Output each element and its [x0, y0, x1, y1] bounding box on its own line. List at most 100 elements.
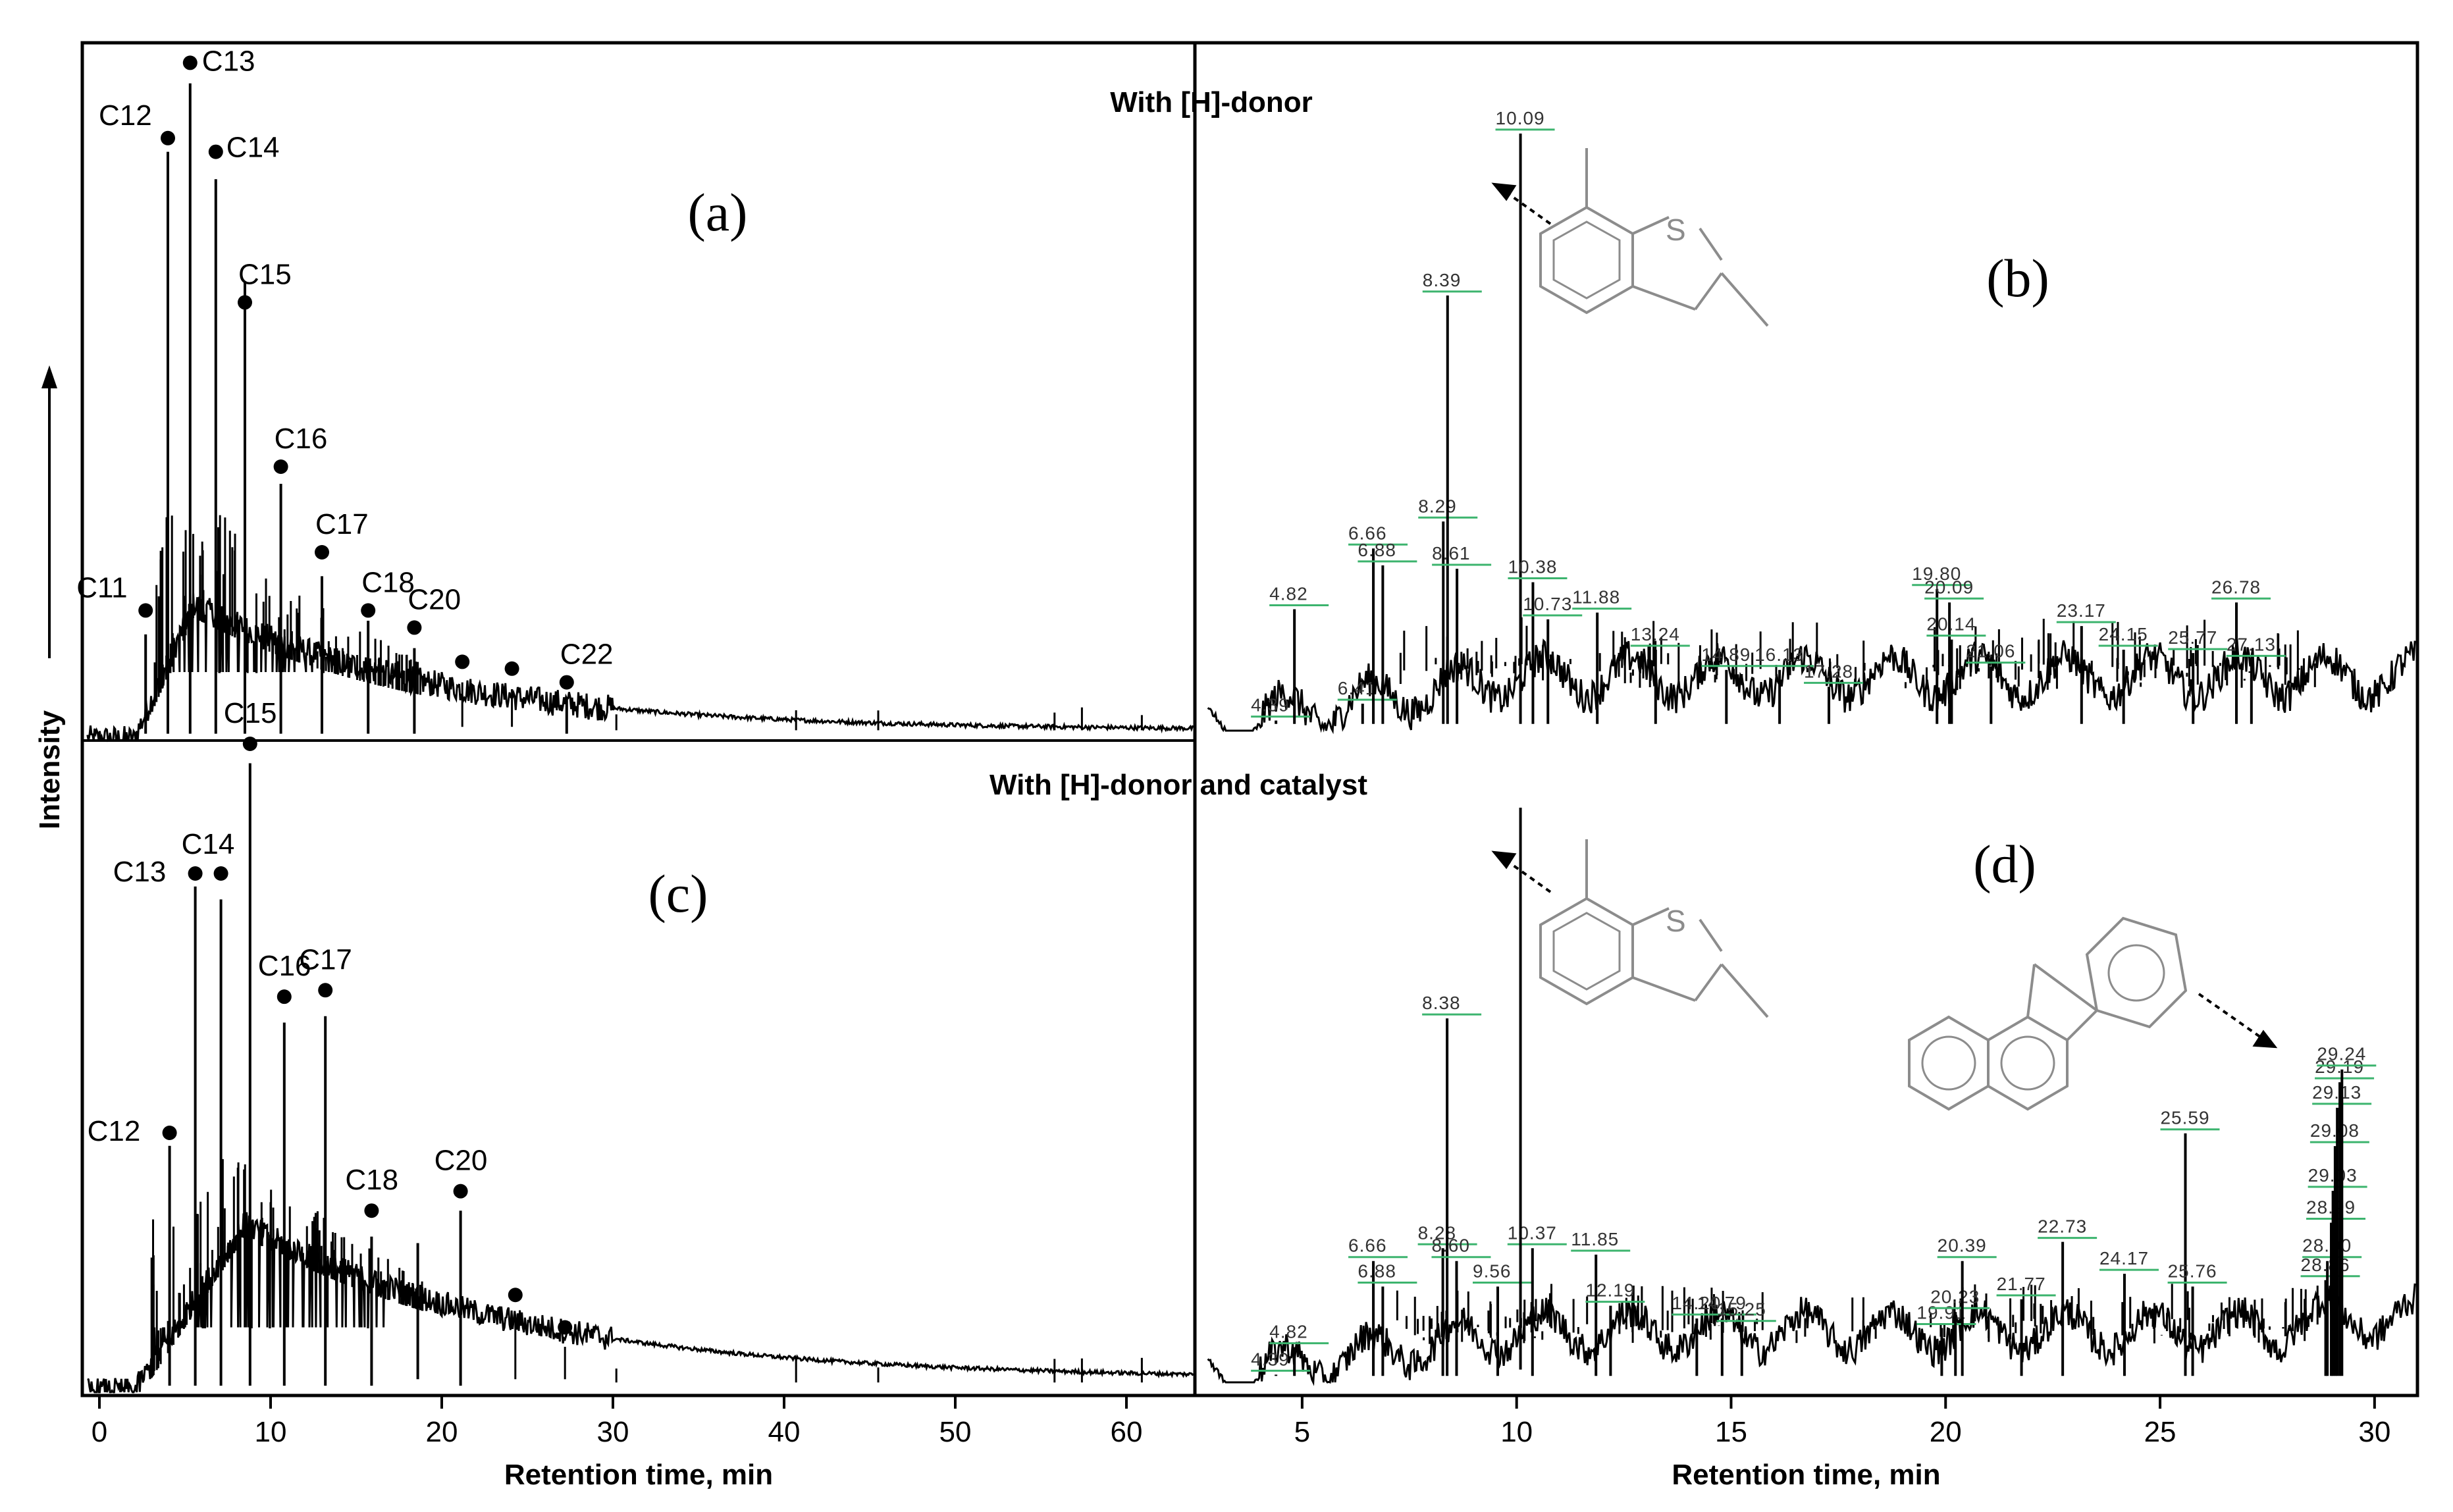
retention-label-b-6: 8.39 [1423, 270, 1462, 290]
peak-marker-c-2 [213, 866, 228, 881]
retention-label-d-15: 20.23 [1930, 1286, 1980, 1307]
retention-label-d-5: 8.38 [1422, 993, 1461, 1013]
condition-title-top: With [H]-donor [1110, 86, 1312, 118]
peak-marker-c-1 [188, 866, 203, 881]
retention-label-d-12: 14.79 [1697, 1293, 1747, 1313]
retention-label-d-23: 28.90 [2302, 1236, 2352, 1256]
structure-arrows [1491, 182, 2278, 1049]
peak-marker-a-3 [208, 144, 223, 159]
retention-label-b-9: 10.38 [1508, 557, 1557, 577]
peak-label-c-6: C18 [345, 1164, 398, 1196]
retention-label-b-7: 8.61 [1432, 543, 1471, 563]
peak-label-a-5: C16 [275, 423, 328, 455]
retention-label-b-2: 6.41 [1338, 678, 1377, 698]
peak-label-c-0: C12 [88, 1115, 141, 1147]
retention-label-d-21: 25.76 [2168, 1261, 2217, 1282]
x-tick-label-c-6: 60 [1111, 1416, 1143, 1448]
retention-label-b-24: 27.13 [2227, 634, 2276, 654]
trace-baseline-b [1207, 639, 2416, 735]
svg-text:S: S [1666, 904, 1686, 938]
peak-marker-c-4 [277, 989, 292, 1004]
trace-baseline-a [86, 592, 1194, 743]
peak-marker-c-3 [242, 737, 257, 751]
benzofluorene-structure [1908, 916, 2188, 1111]
retention-label-d-19: 24.17 [2099, 1248, 2149, 1268]
retention-label-d-8: 10.37 [1508, 1222, 1557, 1243]
peak-marker-a-4 [238, 295, 252, 310]
x-tick-label-d-1: 10 [1500, 1416, 1533, 1448]
x-tick-label-d-0: 5 [1294, 1416, 1310, 1448]
unlabeled-marker-a-1 [504, 661, 519, 676]
retention-label-d-14: 19.91 [1916, 1303, 1966, 1323]
retention-label-d-2: 6.66 [1348, 1236, 1387, 1256]
peak-label-c-2: C14 [182, 828, 235, 860]
retention-label-d-11: 14.20 [1672, 1293, 1721, 1313]
x-tick-label-c-0: 0 [92, 1416, 107, 1448]
panel-d-chromatogram: (d) 4.39 4.82 6.66 6.88 8.28 8.38 8.609.56 10.37… [1207, 808, 2416, 1491]
peak-label-a-6: C17 [315, 508, 369, 540]
retention-label-d-29: 29.24 [2317, 1044, 2366, 1064]
retention-label-b-22: 25.77 [2168, 627, 2217, 648]
axes-frame [80, 41, 2419, 1397]
peak-marker-a-8 [407, 620, 422, 635]
retention-label-b-13: 14.89 [1701, 644, 1751, 665]
retention-label-d-7: 9.56 [1473, 1261, 1512, 1282]
retention-label-b-23: 26.78 [2211, 577, 2261, 597]
peak-marker-a-6 [315, 545, 329, 560]
retention-label-d-6: 8.60 [1431, 1236, 1470, 1256]
retention-label-d-20: 25.59 [2160, 1108, 2209, 1128]
retention-label-b-16: 19.80 [1912, 563, 1961, 584]
peak-label-a-4: C15 [238, 258, 292, 290]
x-tick-label-d-3: 20 [1930, 1416, 1962, 1448]
retention-label-b-11: 11.88 [1572, 587, 1620, 608]
peak-marker-c-7 [453, 1184, 468, 1199]
peak-marker-a-0 [138, 603, 153, 618]
retention-label-d-9: 11.85 [1571, 1229, 1619, 1249]
x-axis-title-c: Retention time, min [504, 1459, 773, 1491]
peak-label-a-3: C14 [226, 132, 280, 164]
panel-b-chromatogram: (b) 4.39 4.82 6.41 6.666.88 8.29 8.39 8.61 10.09… [1207, 108, 2416, 735]
retention-label-d-28: 29.19 [2315, 1056, 2364, 1077]
retention-label-d-0: 4.39 [1251, 1349, 1290, 1369]
peak-label-c-4: C16 [258, 950, 311, 982]
x-axis-title-d: Retention time, min [1672, 1459, 1940, 1491]
x-tick-label-c-5: 50 [939, 1416, 972, 1448]
y-axis-title-group: Intensity [34, 365, 66, 829]
x-tick-label-c-3: 30 [597, 1416, 629, 1448]
peak-marker-a-2 [182, 55, 198, 70]
peak-marker-a-1 [161, 130, 175, 145]
retention-label-b-15: 17.28 [1804, 661, 1853, 681]
peak-marker-a-7 [361, 603, 376, 618]
peak-label-c-3: C15 [224, 697, 277, 729]
unlabeled-marker-c-0 [508, 1288, 523, 1303]
trace-baseline-d [1207, 1283, 2416, 1386]
retention-label-d-26: 29.08 [2310, 1120, 2360, 1141]
benzothiophene-structure-top: S [1539, 148, 1769, 327]
retention-label-d-17: 21.77 [1997, 1274, 2046, 1294]
peak-label-a-2: C13 [202, 45, 255, 77]
peak-label-a-8: C20 [408, 583, 461, 615]
retention-label-b-10: 10.73 [1523, 594, 1572, 614]
retention-label-d-13: 15.25 [1717, 1299, 1766, 1320]
retention-label-d-27: 29.13 [2312, 1082, 2361, 1103]
retention-label-b-4: 6.88 [1358, 540, 1396, 560]
retention-label-b-20: 23.17 [2057, 600, 2106, 621]
retention-label-b-1: 4.82 [1269, 584, 1308, 604]
peak-label-c-5: C17 [299, 943, 352, 976]
x-tick-label-d-5: 30 [2358, 1416, 2390, 1448]
retention-label-b-19: 21.06 [1966, 641, 2015, 662]
retention-label-d-1: 4.82 [1269, 1322, 1308, 1342]
y-axis-title: Intensity [34, 710, 66, 829]
peak-marker-c-6 [364, 1203, 379, 1218]
retention-label-b-8: 10.09 [1496, 108, 1545, 128]
peak-label-c-1: C13 [113, 856, 167, 888]
retention-label-d-18: 22.73 [2038, 1216, 2087, 1237]
peak-label-a-0: C11 [76, 571, 127, 604]
retention-label-b-0: 4.39 [1251, 695, 1290, 716]
y-axis-arrowhead-icon [41, 365, 57, 388]
svg-text:S: S [1666, 213, 1686, 247]
x-tick-label-c-2: 20 [426, 1416, 458, 1448]
retention-label-b-3: 6.66 [1348, 523, 1387, 543]
